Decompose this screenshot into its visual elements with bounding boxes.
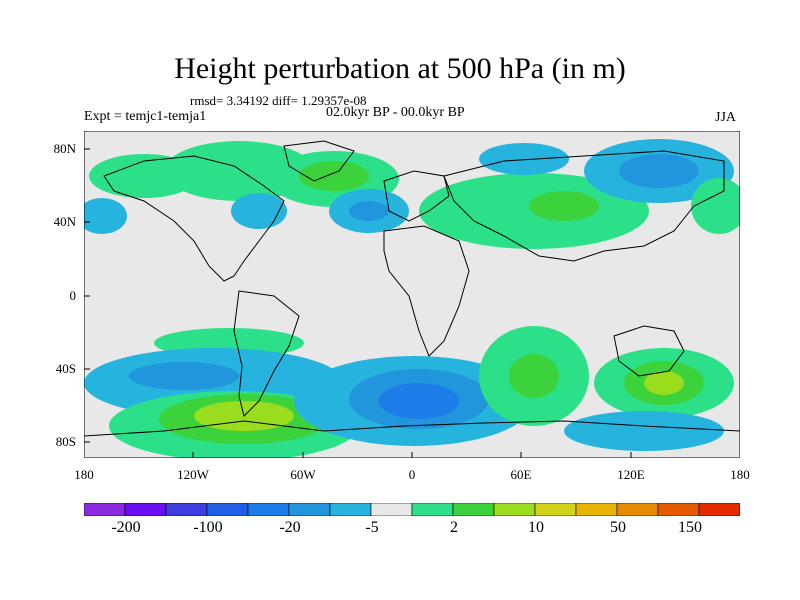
colorbar-swatch-6 — [329, 503, 372, 516]
period-label: 02.0kyr BP - 00.0kyr BP — [326, 105, 465, 120]
contour-fills — [84, 139, 740, 458]
x-tick-label-0: 180 — [74, 467, 94, 482]
colorbar-swatch-7 — [370, 503, 413, 516]
x-tick-label-4: 60E — [510, 467, 532, 482]
stats-line: rmsd= 3.34192 diff= 1.29357e-08 — [190, 93, 367, 108]
x-tick-label-5: 120E — [617, 467, 645, 482]
map-title: Height perturbation at 500 hPa (in m) — [174, 52, 626, 85]
colorbar — [84, 503, 740, 516]
colorbar-swatch-12 — [575, 503, 618, 516]
colorbar-swatch-0 — [84, 503, 126, 516]
colorbar-swatch-1 — [124, 503, 167, 516]
colorbar-swatch-15 — [698, 503, 740, 516]
colorbar-label-6: 50 — [610, 519, 626, 536]
colorbar-label-5: 10 — [528, 519, 544, 536]
colorbar-swatch-10 — [493, 503, 536, 516]
y-tick-label-0: 80N — [53, 141, 76, 156]
y-tick-label-3: 40S — [55, 361, 76, 376]
colorbar-swatch-3 — [206, 503, 249, 516]
x-tick-label-6: 180 — [730, 467, 750, 482]
colorbar-label-0: -200 — [111, 519, 141, 536]
experiment-label: Expt = temjc1-temja1 — [84, 109, 207, 124]
y-tick-label-2: 0 — [69, 288, 77, 303]
x-tick-label-3: 0 — [408, 467, 416, 482]
coastlines — [84, 140, 740, 437]
colorbar-label-4: 2 — [450, 519, 458, 536]
colorbar-swatch-9 — [452, 503, 495, 516]
colorbar-swatch-2 — [165, 503, 208, 516]
colorbar-swatch-13 — [616, 503, 659, 516]
y-tick-label-1: 40N — [53, 214, 76, 229]
colorbar-label-7: 150 — [678, 519, 702, 536]
colorbar-swatch-14 — [657, 503, 700, 516]
season-label: JJA — [715, 110, 737, 125]
colorbar-swatch-8 — [411, 503, 454, 516]
tick-marks — [84, 148, 632, 458]
colorbar-swatch-11 — [534, 503, 577, 516]
y-tick-label-4: 80S — [55, 434, 76, 449]
colorbar-label-2: -20 — [279, 519, 301, 536]
contour-map — [84, 131, 740, 458]
colorbar-label-3: -5 — [365, 519, 379, 536]
x-tick-label-2: 60W — [290, 467, 316, 482]
colorbar-label-1: -100 — [193, 519, 223, 536]
colorbar-swatch-5 — [288, 503, 331, 516]
x-tick-label-1: 120W — [177, 467, 209, 482]
colorbar-swatch-4 — [247, 503, 290, 516]
